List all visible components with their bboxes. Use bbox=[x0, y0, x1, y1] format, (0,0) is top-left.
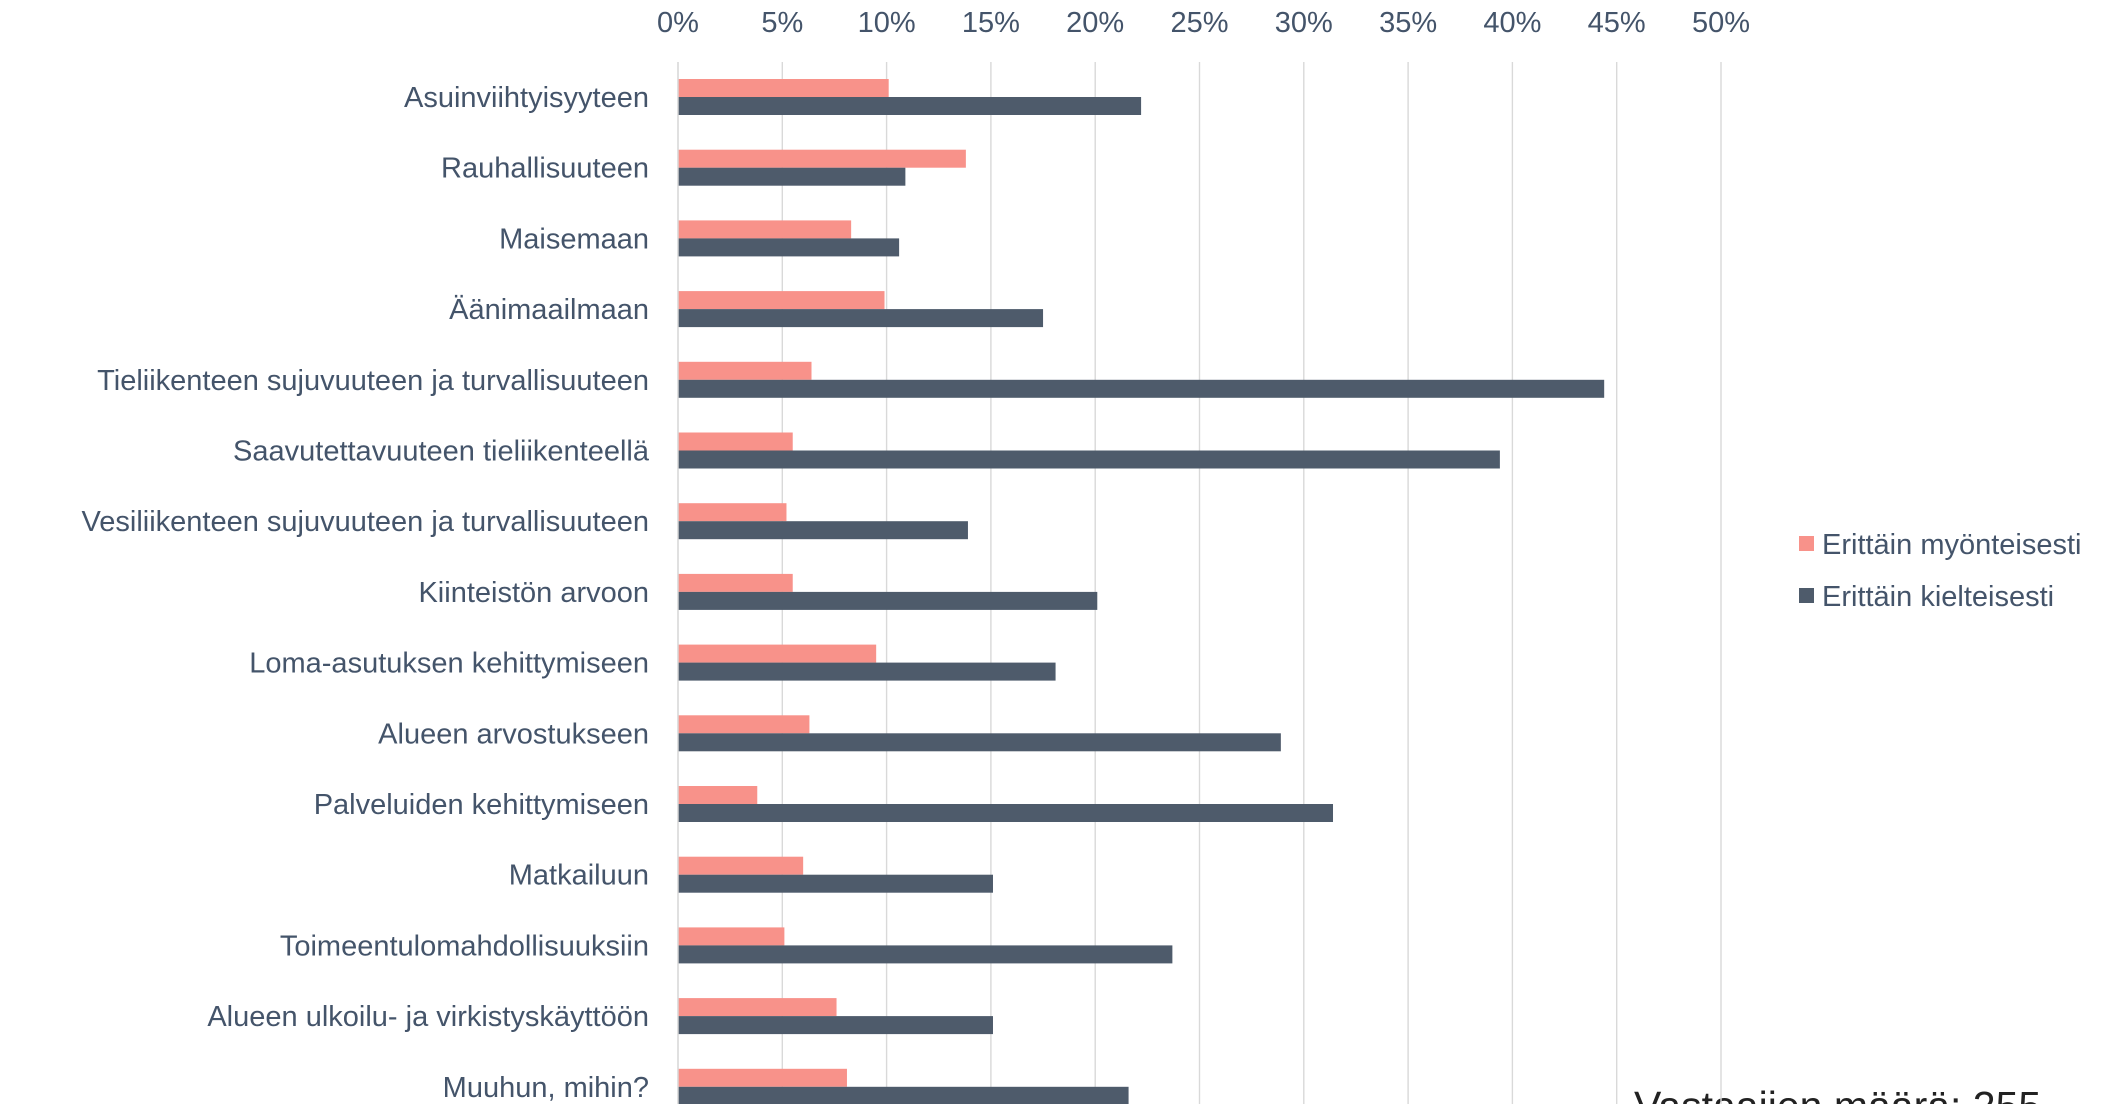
bar bbox=[678, 733, 1281, 752]
y-tick-label: Vesiliikenteen sujuvuuteen ja turvallisu… bbox=[82, 506, 649, 538]
x-tick-label: 35% bbox=[1379, 7, 1437, 39]
x-tick-label: 15% bbox=[962, 7, 1020, 39]
legend-label: Erittäin kielteisesti bbox=[1822, 581, 2054, 613]
bar bbox=[678, 591, 1098, 610]
bar bbox=[678, 804, 1334, 822]
y-tick-label: Toimeentulomahdollisuuksiin bbox=[280, 930, 649, 962]
y-tick-label: Asuinviihtyisyyteen bbox=[404, 82, 649, 114]
bar bbox=[678, 945, 1173, 964]
bar bbox=[678, 238, 900, 257]
x-tick-label: 25% bbox=[1170, 7, 1228, 39]
x-tick-label: 5% bbox=[761, 7, 803, 39]
y-tick-label: Saavutettavuuteen tieliikenteellä bbox=[233, 436, 650, 468]
bar bbox=[678, 432, 793, 451]
x-tick-label: 45% bbox=[1588, 7, 1646, 39]
y-tick-label: Rauhallisuuteen bbox=[441, 153, 649, 185]
bar bbox=[678, 309, 1044, 328]
legend-swatch bbox=[1799, 536, 1814, 551]
x-tick-label: 50% bbox=[1692, 7, 1750, 39]
x-tick-label: 40% bbox=[1483, 7, 1541, 39]
y-tick-label: Loma-asutuksen kehittymiseen bbox=[249, 648, 649, 680]
bar bbox=[678, 167, 906, 186]
bar bbox=[678, 379, 1605, 398]
bar bbox=[678, 503, 787, 522]
bar bbox=[678, 1016, 993, 1035]
bar bbox=[678, 856, 804, 875]
annotation: Vastaajien määrä: 255 bbox=[1634, 1083, 2041, 1104]
bar bbox=[678, 927, 785, 946]
y-tick-label: Tieliikenteen sujuvuuteen ja turvallisuu… bbox=[97, 365, 649, 397]
bar bbox=[678, 220, 852, 239]
bar bbox=[678, 1086, 1129, 1104]
bar bbox=[678, 662, 1056, 681]
bar bbox=[678, 291, 885, 310]
bar bbox=[678, 786, 758, 804]
bar bbox=[678, 998, 837, 1017]
y-tick-label: Alueen ulkoilu- ja virkistyskäyttöön bbox=[207, 1001, 649, 1033]
y-tick-label: Muuhun, mihin? bbox=[443, 1072, 649, 1104]
bar bbox=[678, 149, 966, 168]
bar bbox=[678, 644, 877, 663]
bar bbox=[678, 97, 1142, 115]
x-tick-label: 30% bbox=[1275, 7, 1333, 39]
x-tick-label: 20% bbox=[1066, 7, 1124, 39]
bar bbox=[678, 573, 793, 592]
bar bbox=[678, 715, 810, 734]
bar bbox=[678, 874, 993, 893]
bar bbox=[678, 361, 812, 380]
x-tick-label: 0% bbox=[657, 7, 699, 39]
y-tick-label: Palveluiden kehittymiseen bbox=[314, 789, 649, 821]
legend-swatch bbox=[1799, 588, 1814, 603]
bar bbox=[678, 521, 968, 540]
bar bbox=[678, 1068, 847, 1087]
bar bbox=[678, 450, 1500, 469]
bar bbox=[678, 79, 889, 97]
y-tick-label: Äänimaailmaan bbox=[449, 294, 649, 326]
x-tick-label: 10% bbox=[858, 7, 916, 39]
legend-label: Erittäin myönteisesti bbox=[1822, 529, 2082, 561]
y-tick-label: Maisemaan bbox=[499, 223, 649, 255]
y-tick-label: Kiinteistön arvoon bbox=[418, 577, 649, 609]
y-tick-label: Alueen arvostukseen bbox=[378, 718, 649, 750]
y-tick-label: Matkailuun bbox=[509, 860, 649, 892]
